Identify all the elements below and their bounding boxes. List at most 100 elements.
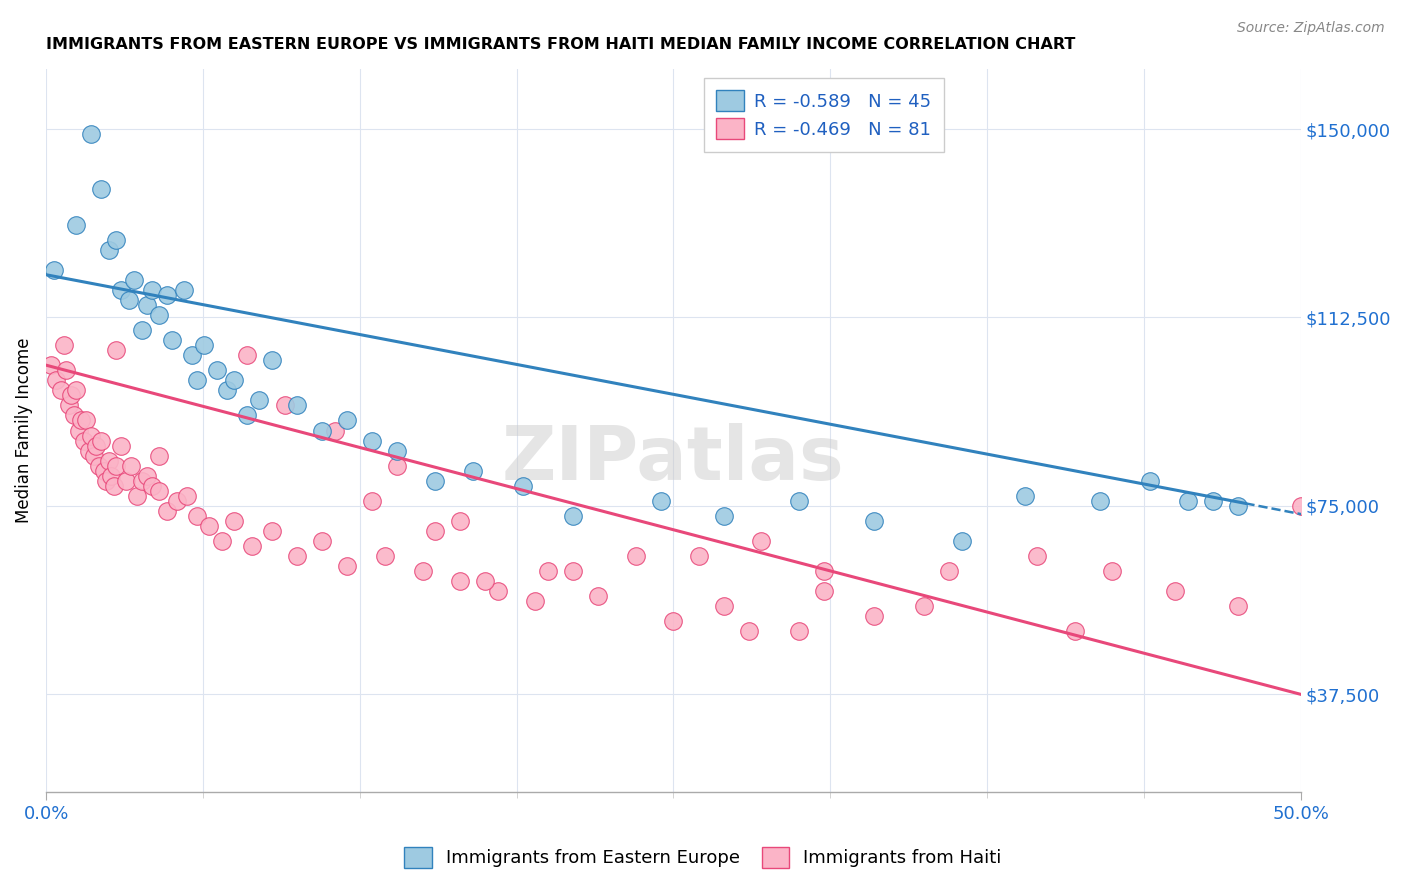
Point <box>115 474 138 488</box>
Point <box>122 273 145 287</box>
Point <box>83 449 105 463</box>
Point <box>70 413 93 427</box>
Point <box>131 474 153 488</box>
Point <box>105 233 128 247</box>
Point <box>51 384 73 398</box>
Point <box>73 434 96 448</box>
Point <box>361 494 384 508</box>
Point <box>205 363 228 377</box>
Point <box>713 599 735 614</box>
Point <box>1014 489 1036 503</box>
Point <box>90 434 112 448</box>
Point <box>1226 499 1249 513</box>
Point <box>361 434 384 448</box>
Point <box>52 338 75 352</box>
Point <box>449 574 471 589</box>
Point <box>105 458 128 473</box>
Text: ZIPatlas: ZIPatlas <box>502 423 845 496</box>
Point <box>449 514 471 528</box>
Legend: R = -0.589   N = 45, R = -0.469   N = 81: R = -0.589 N = 45, R = -0.469 N = 81 <box>704 78 943 152</box>
Point <box>240 539 263 553</box>
Point <box>148 449 170 463</box>
Point <box>311 424 333 438</box>
Point <box>787 494 810 508</box>
Point <box>110 283 132 297</box>
Point <box>650 494 672 508</box>
Point <box>180 348 202 362</box>
Point <box>749 534 772 549</box>
Point <box>813 564 835 578</box>
Point <box>474 574 496 589</box>
Point <box>562 564 585 578</box>
Point <box>55 363 77 377</box>
Point <box>90 182 112 196</box>
Point <box>537 564 560 578</box>
Point <box>336 559 359 574</box>
Point <box>121 458 143 473</box>
Point <box>97 453 120 467</box>
Point <box>938 564 960 578</box>
Point <box>813 584 835 599</box>
Point <box>950 534 973 549</box>
Point <box>912 599 935 614</box>
Point <box>512 479 534 493</box>
Point <box>863 609 886 624</box>
Point <box>285 549 308 563</box>
Point <box>236 348 259 362</box>
Point <box>1164 584 1187 599</box>
Point <box>135 298 157 312</box>
Point <box>1063 624 1085 639</box>
Point <box>224 514 246 528</box>
Point <box>688 549 710 563</box>
Point <box>86 439 108 453</box>
Point <box>186 508 208 523</box>
Point <box>260 524 283 538</box>
Point <box>148 308 170 322</box>
Point <box>100 468 122 483</box>
Point <box>131 323 153 337</box>
Point <box>423 524 446 538</box>
Point <box>141 479 163 493</box>
Point <box>1101 564 1123 578</box>
Point <box>236 409 259 423</box>
Point <box>1289 499 1312 513</box>
Point <box>118 293 141 307</box>
Text: Source: ZipAtlas.com: Source: ZipAtlas.com <box>1237 21 1385 35</box>
Point <box>80 127 103 141</box>
Point <box>166 494 188 508</box>
Point <box>125 489 148 503</box>
Point <box>412 564 434 578</box>
Point <box>103 479 125 493</box>
Point <box>461 464 484 478</box>
Point <box>156 288 179 302</box>
Point <box>1088 494 1111 508</box>
Point <box>224 373 246 387</box>
Point <box>737 624 759 639</box>
Point <box>65 218 87 232</box>
Point <box>87 458 110 473</box>
Point <box>58 398 80 412</box>
Point <box>141 283 163 297</box>
Point <box>562 508 585 523</box>
Text: IMMIGRANTS FROM EASTERN EUROPE VS IMMIGRANTS FROM HAITI MEDIAN FAMILY INCOME COR: IMMIGRANTS FROM EASTERN EUROPE VS IMMIGR… <box>46 37 1076 53</box>
Point <box>323 424 346 438</box>
Point <box>105 343 128 358</box>
Point <box>148 483 170 498</box>
Point <box>336 413 359 427</box>
Point <box>211 534 233 549</box>
Point <box>96 474 118 488</box>
Point <box>1202 494 1225 508</box>
Point <box>77 443 100 458</box>
Point <box>260 353 283 368</box>
Point <box>1139 474 1161 488</box>
Point <box>110 439 132 453</box>
Point <box>42 262 65 277</box>
Legend: Immigrants from Eastern Europe, Immigrants from Haiti: Immigrants from Eastern Europe, Immigran… <box>394 836 1012 879</box>
Point <box>1026 549 1049 563</box>
Point <box>285 398 308 412</box>
Point <box>273 398 295 412</box>
Point <box>311 534 333 549</box>
Point <box>423 474 446 488</box>
Point <box>80 428 103 442</box>
Point <box>97 243 120 257</box>
